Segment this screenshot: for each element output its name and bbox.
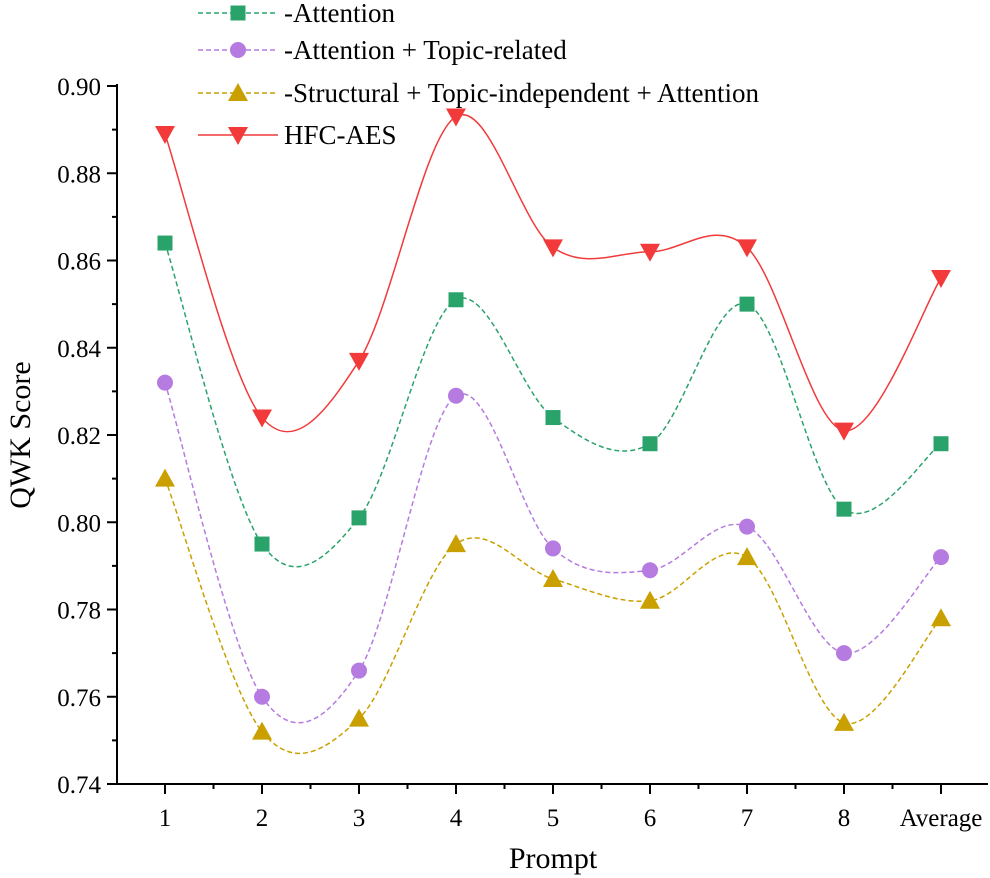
- data-point: [446, 534, 466, 553]
- data-point: [448, 387, 464, 404]
- series-2: [155, 468, 951, 754]
- data-point: [834, 712, 854, 731]
- series-3: [155, 108, 951, 441]
- data-point: [931, 608, 951, 627]
- x-tick-label: 4: [450, 805, 463, 832]
- data-point: [933, 436, 949, 452]
- x-tick-label: 3: [353, 805, 366, 832]
- data-point: [836, 645, 852, 662]
- x-tick-label: Average: [900, 805, 983, 832]
- legend-marker: [228, 83, 248, 101]
- x-tick-label: 2: [256, 805, 269, 832]
- data-point: [349, 352, 369, 371]
- y-tick-label: 0.80: [57, 510, 101, 537]
- data-point: [739, 296, 755, 312]
- y-ticks: 0.74 0.76 0.78 0.80 0.82 0.84 0.86 0.88 0.90: [57, 74, 117, 799]
- data-point: [252, 721, 272, 740]
- legend-label: -Attention: [284, 0, 395, 28]
- data-point: [642, 562, 658, 579]
- data-point: [933, 549, 949, 566]
- legend-marker: [230, 5, 246, 21]
- data-point: [737, 547, 757, 566]
- data-point: [640, 243, 660, 262]
- y-tick-label: 0.86: [57, 249, 101, 276]
- y-tick-label: 0.82: [57, 423, 101, 450]
- x-axis-title: Prompt: [509, 842, 598, 875]
- legend-label: HFC-AES: [284, 120, 397, 150]
- x-tick-label: 1: [159, 805, 172, 832]
- y-axis-title: QWK Score: [4, 361, 37, 508]
- series-line: [164, 242, 942, 568]
- legend-marker: [228, 127, 248, 145]
- y-tick-label: 0.84: [57, 336, 101, 363]
- data-point: [157, 374, 173, 391]
- data-point: [737, 239, 757, 258]
- data-point: [543, 568, 563, 587]
- data-point: [349, 708, 369, 727]
- data-point: [446, 108, 466, 127]
- y-tick-label: 0.90: [57, 74, 101, 101]
- data-point: [834, 422, 854, 441]
- data-point: [642, 436, 658, 452]
- y-tick-label: 0.88: [57, 161, 101, 188]
- data-point: [640, 590, 660, 609]
- series-1: [157, 374, 949, 724]
- data-point: [543, 239, 563, 258]
- data-point: [155, 125, 175, 144]
- data-point: [545, 410, 561, 426]
- y-tick-label: 0.76: [57, 685, 101, 712]
- legend-label: -Attention + Topic-related: [284, 35, 567, 65]
- y-tick-label: 0.74: [57, 772, 101, 799]
- data-point: [931, 269, 951, 288]
- x-tick-label: 5: [547, 805, 560, 832]
- data-point: [351, 662, 367, 679]
- data-point: [836, 501, 852, 517]
- legend-marker: [230, 42, 246, 58]
- data-point: [545, 540, 561, 557]
- x-ticks: 1 2 3 4 5 6 7 8 Average: [159, 784, 983, 832]
- series-line: [164, 478, 942, 754]
- x-tick-label: 7: [741, 805, 754, 832]
- data-point: [448, 292, 464, 308]
- x-tick-label: 6: [644, 805, 657, 832]
- y-tick-label: 0.78: [57, 598, 101, 625]
- legend-label: -Structural + Topic-independent + Attent…: [284, 78, 759, 108]
- series-line: [164, 113, 942, 433]
- legend: -Attention -Attention + Topic-related -Str…: [198, 0, 759, 150]
- data-point: [739, 518, 755, 535]
- series-0: [157, 235, 949, 568]
- x-tick-label: 8: [838, 805, 851, 832]
- data-point: [155, 468, 175, 487]
- data-point: [254, 536, 270, 552]
- data-point: [157, 235, 173, 251]
- data-point: [252, 409, 272, 428]
- data-point: [254, 688, 270, 705]
- data-point: [351, 510, 367, 526]
- axes: [116, 84, 988, 785]
- series-layer: [155, 108, 951, 754]
